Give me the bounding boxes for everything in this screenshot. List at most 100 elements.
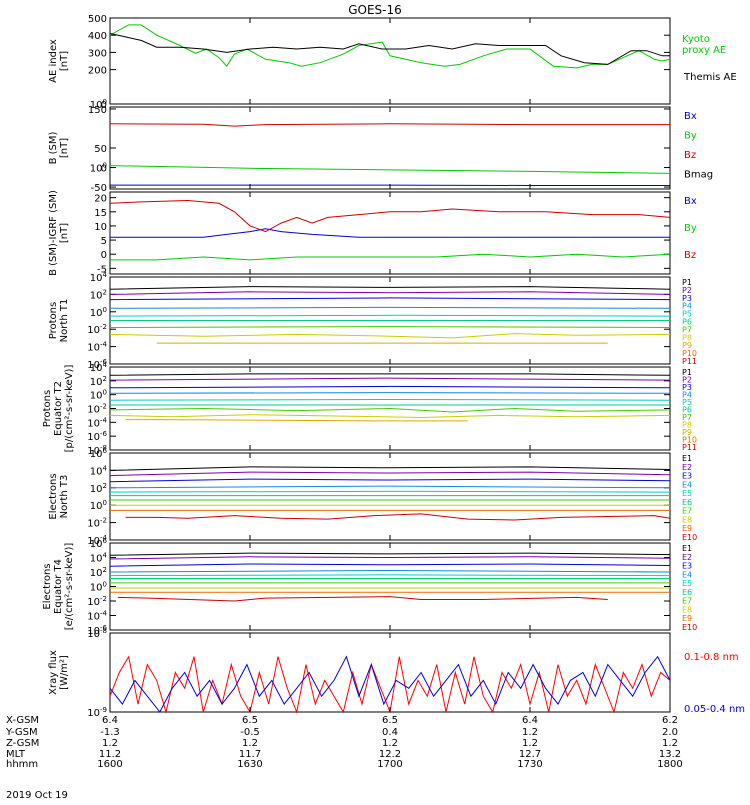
y-axis-label: Xray flux <box>48 650 59 695</box>
x-row-value: 1.2 <box>382 738 398 749</box>
series-line-e1 <box>110 553 670 555</box>
x-row-value: 1.2 <box>522 727 538 738</box>
y-tick-label: 104 <box>90 271 108 284</box>
y-tick-label: 104 <box>90 464 108 477</box>
y-tick-label: 5 <box>101 236 107 247</box>
panel-frame <box>110 192 670 274</box>
legend-entry: E8 <box>682 515 692 524</box>
legend-entry: P11 <box>682 443 697 452</box>
y-axis-label: North T3 <box>59 475 70 519</box>
series-line-e5 <box>110 491 670 492</box>
x-row-label: Z-GSM <box>6 738 39 749</box>
series-line-bz <box>110 201 670 232</box>
y-axis-label: B (SM) <box>48 131 59 164</box>
y-axis-label: [W/m²] <box>59 655 70 690</box>
y-tick-label: 10 <box>94 222 107 233</box>
x-row-value: 6.5 <box>382 715 398 726</box>
legend-entry: E5 <box>682 579 692 588</box>
legend-entry: E6 <box>682 588 692 597</box>
y-tick-label: 400 <box>88 31 107 42</box>
y-axis-label: Equator T2 <box>53 381 64 436</box>
series-line-p9 <box>126 420 468 421</box>
series-line-kyoto-proxy-ae <box>110 25 670 68</box>
legend-entry: E1 <box>682 454 692 463</box>
series-line-p1 <box>110 287 670 290</box>
y-tick-label: 10-4 <box>87 416 107 429</box>
y-axis-label: B (SM)-IGRF (SM) <box>48 190 59 276</box>
y-axis-label: Electrons <box>48 473 59 519</box>
y-axis-label: [e/(cm²-s-sr-keV)] <box>64 543 75 631</box>
legend-entry: Bx <box>684 111 697 122</box>
y-tick-label: 106 <box>90 537 108 550</box>
y-tick-label: 10-4 <box>87 341 107 354</box>
y-axis-label: Protons <box>42 390 53 427</box>
panel-frame <box>110 453 670 540</box>
series-line-p2 <box>110 292 670 295</box>
y-tick-label: 100 <box>90 499 107 512</box>
y-axis-label: AE index <box>48 39 59 83</box>
y-tick-label: 10-2 <box>87 403 107 416</box>
y-tick-label: 500 <box>88 14 107 25</box>
panel-frame <box>110 18 670 104</box>
legend-entry: Kyoto <box>682 34 710 45</box>
series-line-p3 <box>110 298 670 300</box>
x-row-value: 1600 <box>97 759 122 770</box>
y-tick-label: 10-2 <box>87 323 107 336</box>
legend-entry: E4 <box>682 480 692 489</box>
x-row-value: 0.4 <box>382 727 398 738</box>
legend-entry: By <box>684 131 697 142</box>
series-line-p4 <box>110 393 670 394</box>
legend-entry: E3 <box>682 562 692 571</box>
x-row-value: 6.4 <box>522 715 538 726</box>
plot-title: GOES-16 <box>348 3 402 17</box>
series-line-p8 <box>110 334 670 338</box>
panel-frame <box>110 543 670 630</box>
legend-entry: Bz <box>684 250 696 261</box>
x-row-value: 1630 <box>237 759 262 770</box>
y-tick-label: 102 <box>90 375 107 388</box>
series-line-themis-ae <box>110 34 670 65</box>
y-axis-label: [nT] <box>59 223 70 243</box>
series-line-e4 <box>110 486 670 488</box>
x-row-value: -0.5 <box>240 727 260 738</box>
y-tick-label: 100 <box>90 581 107 594</box>
y-axis-label: Equator T4 <box>53 559 64 614</box>
x-row-value: 1700 <box>377 759 402 770</box>
series-line-p5 <box>110 315 670 316</box>
series-line-p2 <box>110 378 670 380</box>
y-tick-label: 102 <box>90 566 107 579</box>
x-row-value: 1730 <box>517 759 542 770</box>
y-tick-label: 106 <box>90 447 108 460</box>
y-tick-label: 0 <box>101 250 107 261</box>
series-line-p7 <box>110 409 670 413</box>
x-row-value: 1.2 <box>522 738 538 749</box>
x-row-value: 6.5 <box>242 715 258 726</box>
x-row-value: 1.2 <box>662 738 678 749</box>
legend-entry: E10 <box>682 533 697 542</box>
legend-entry: Themis AE <box>683 72 737 83</box>
legend-entry: E3 <box>682 472 692 481</box>
legend-entry: E9 <box>682 524 692 533</box>
y-tick-label: 200 <box>88 66 107 77</box>
series-line-p4 <box>110 307 670 308</box>
legend-entry: E1 <box>682 544 692 553</box>
series-line-e2 <box>110 472 670 476</box>
legend-entry: Bz <box>684 150 696 161</box>
y-tick-label: 102 <box>90 288 107 301</box>
series-line-e1 <box>110 467 670 471</box>
legend-entry: E4 <box>682 570 692 579</box>
y-axis-label: Protons <box>48 302 59 339</box>
x-row-value: 1.2 <box>242 738 258 749</box>
legend-entry: By <box>684 223 697 234</box>
series-line-0-1-0-8-nm <box>110 657 670 712</box>
x-row-value: 1800 <box>657 759 682 770</box>
y-tick-label: 10-8 <box>87 627 107 640</box>
legend-entry: E7 <box>682 507 692 516</box>
legend-entry: 0.1-0.8 nm <box>684 652 739 663</box>
legend-entry: E2 <box>682 553 692 562</box>
